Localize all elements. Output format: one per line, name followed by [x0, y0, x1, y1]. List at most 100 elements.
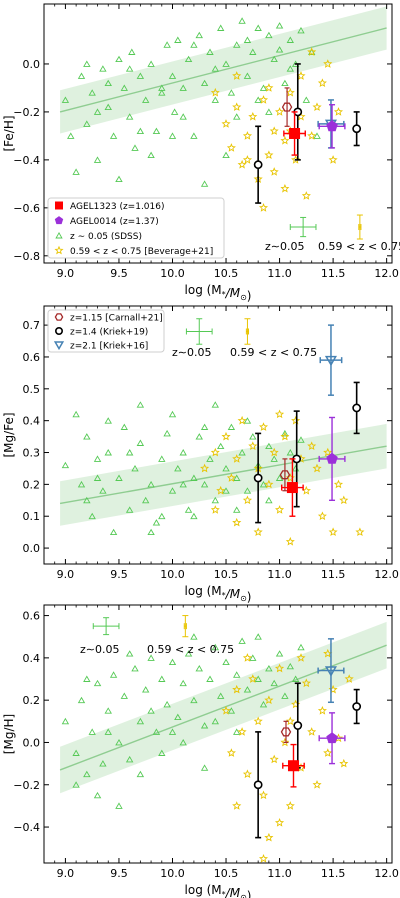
sdss-point	[179, 113, 187, 120]
legend-label: z=1.15 [Carnall+21]	[70, 314, 163, 324]
x-tick-label: 9.5	[110, 267, 128, 280]
x-axis-label: log (M*/M⊙)	[185, 283, 252, 303]
sdss-point	[61, 717, 70, 725]
sdss-point	[286, 448, 294, 456]
sdss-point	[195, 433, 203, 440]
kriek16-errorbar	[317, 638, 345, 704]
y-tick-label: 0.4	[23, 415, 41, 428]
sdss-point	[190, 696, 198, 704]
sdss-point	[243, 686, 252, 693]
sdss-point	[308, 48, 316, 55]
beverage-point	[323, 447, 333, 457]
beverage-point	[264, 832, 274, 842]
sdss-point	[152, 127, 161, 135]
legend-item: z ∼ 0.05 (SDSS)	[55, 231, 142, 242]
axes-frame	[43, 3, 393, 264]
beverage-point	[264, 83, 274, 92]
sdss-point	[184, 55, 193, 63]
trend-line	[59, 27, 387, 113]
sdss-point	[163, 700, 171, 708]
beverage-point	[258, 203, 269, 212]
beverage-point	[258, 854, 269, 863]
sdss-point	[217, 692, 225, 699]
sdss-point	[254, 675, 262, 682]
beverage-point	[296, 71, 306, 80]
beverage-point	[323, 748, 333, 757]
sdss-point	[259, 84, 268, 91]
sdss-point	[286, 36, 294, 43]
sdss-point	[136, 717, 145, 725]
x-axis-label-part: ⊙	[240, 893, 247, 898]
sdss-point	[297, 26, 305, 34]
x-axis-label-part: )	[247, 889, 252, 898]
beverage-point	[274, 409, 285, 419]
sdss-point	[163, 41, 171, 48]
sdss-point	[286, 662, 294, 670]
sdss-point	[72, 168, 80, 175]
x-tick-label: 9.5	[110, 568, 128, 581]
sdss-point	[206, 48, 214, 55]
sdss-point	[206, 455, 214, 462]
axes-frame	[43, 604, 393, 864]
sdss-ref-errorbar	[185, 318, 213, 345]
beverage-point	[226, 143, 236, 152]
sdss-point	[128, 48, 136, 55]
sdss-point	[190, 41, 198, 48]
beverage-point	[274, 107, 285, 116]
sdss-point	[168, 658, 177, 666]
beverage-point	[339, 758, 349, 768]
sdss-point	[168, 72, 177, 79]
sdss-point	[174, 36, 182, 43]
sdss-point	[131, 665, 139, 672]
sdss-point	[249, 654, 257, 661]
sdss-point	[233, 671, 241, 678]
y-tick-label: 0.0	[23, 736, 41, 749]
beverage-point	[264, 479, 274, 489]
beverage-point	[210, 447, 220, 457]
x-axis-label-part: log (M	[185, 283, 222, 297]
y-axis-label: [Fe/H]	[2, 115, 16, 151]
beverage-point	[221, 431, 231, 441]
beverage-point	[248, 441, 258, 451]
x-axis-label-part: /M	[225, 886, 241, 898]
sdss-point	[125, 650, 134, 657]
y-tick-label: 0.0	[23, 58, 41, 71]
legend-marker	[55, 201, 63, 210]
beverage-point	[269, 447, 279, 457]
beverage-point	[264, 695, 274, 705]
beverage-point	[210, 87, 220, 97]
beverage-point	[237, 727, 247, 736]
sdss-point	[179, 448, 187, 456]
sdss-point	[109, 132, 118, 139]
beverage-point	[253, 527, 263, 537]
sdss-point	[99, 760, 107, 767]
annotation: z∼0.05	[265, 240, 304, 253]
sdss-point	[200, 423, 209, 430]
y-tick-label: 0.4	[23, 652, 41, 665]
beverage-point	[242, 155, 253, 164]
sdss-point	[265, 31, 273, 39]
beverage-point	[248, 674, 258, 683]
sdss-point	[99, 487, 107, 494]
beverage-point	[312, 780, 322, 789]
y-tick-label: 0.3	[23, 447, 41, 460]
panel-mg-fe: 9.0 9.5 10.0 10.5 11.0 11.5 12.0 0.0 0.1 0.2 0.3 0.…	[2, 305, 399, 604]
sdss-point	[125, 506, 134, 513]
sdss-point	[211, 96, 219, 103]
x-tick-label: 11.0	[267, 568, 292, 581]
sdss-point	[136, 127, 145, 135]
kriek16-errorbar	[319, 324, 343, 396]
x-axis-label-part: *	[222, 591, 226, 600]
annotation: 0.59 < z < 0.75	[318, 240, 400, 253]
x-tick-label: 10.0	[160, 867, 185, 880]
sdss-point	[259, 480, 268, 488]
sdss-point	[200, 79, 209, 87]
legend-label: z ∼ 0.05 (SDSS)	[70, 232, 142, 242]
sdss-point	[168, 132, 177, 139]
sdss-point	[115, 474, 123, 481]
sdss-point	[179, 679, 187, 687]
sdss-point	[72, 781, 80, 788]
sdss-point	[158, 455, 166, 462]
legend-item: z=2.1 [Kriek+16]	[53, 341, 148, 352]
y-tick-label: 0.2	[23, 694, 41, 707]
